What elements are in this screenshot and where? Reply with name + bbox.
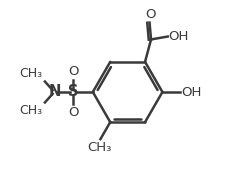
Text: O: O bbox=[145, 8, 156, 21]
Text: CH₃: CH₃ bbox=[19, 104, 42, 117]
Text: S: S bbox=[68, 84, 79, 100]
Text: OH: OH bbox=[169, 30, 189, 43]
Text: N: N bbox=[48, 84, 61, 100]
Text: O: O bbox=[68, 65, 79, 78]
Text: CH₃: CH₃ bbox=[87, 141, 112, 154]
Text: OH: OH bbox=[181, 86, 201, 98]
Text: O: O bbox=[68, 106, 79, 119]
Text: CH₃: CH₃ bbox=[19, 67, 42, 80]
